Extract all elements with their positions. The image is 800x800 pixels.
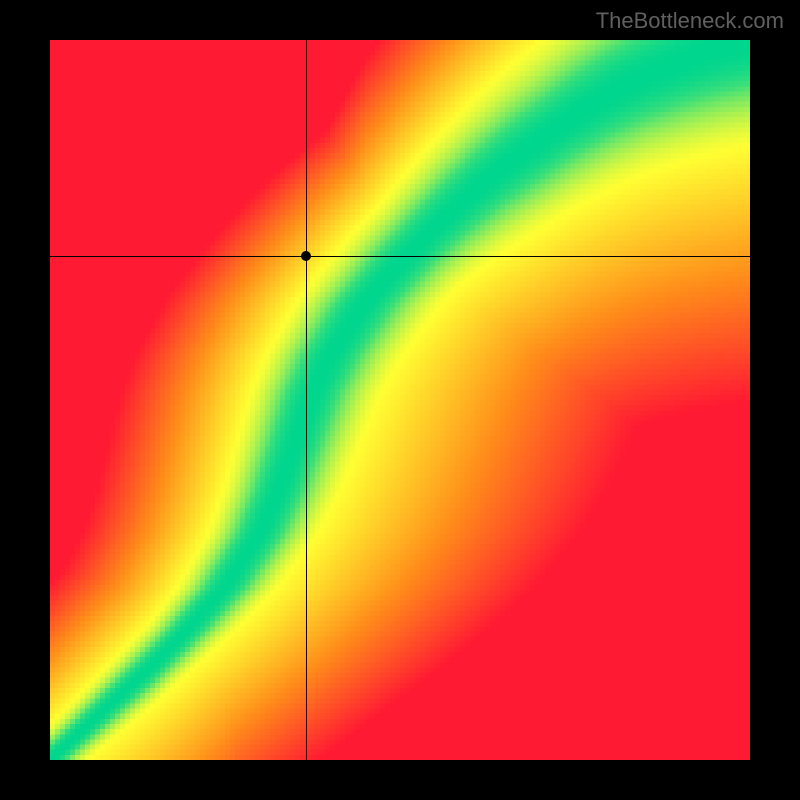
crosshair-vertical <box>306 40 307 760</box>
data-point-marker <box>301 251 311 261</box>
chart-container: TheBottleneck.com <box>0 0 800 800</box>
heatmap-canvas <box>50 40 750 760</box>
watermark-text: TheBottleneck.com <box>596 8 784 34</box>
crosshair-horizontal <box>50 256 750 257</box>
plot-area <box>50 40 750 760</box>
